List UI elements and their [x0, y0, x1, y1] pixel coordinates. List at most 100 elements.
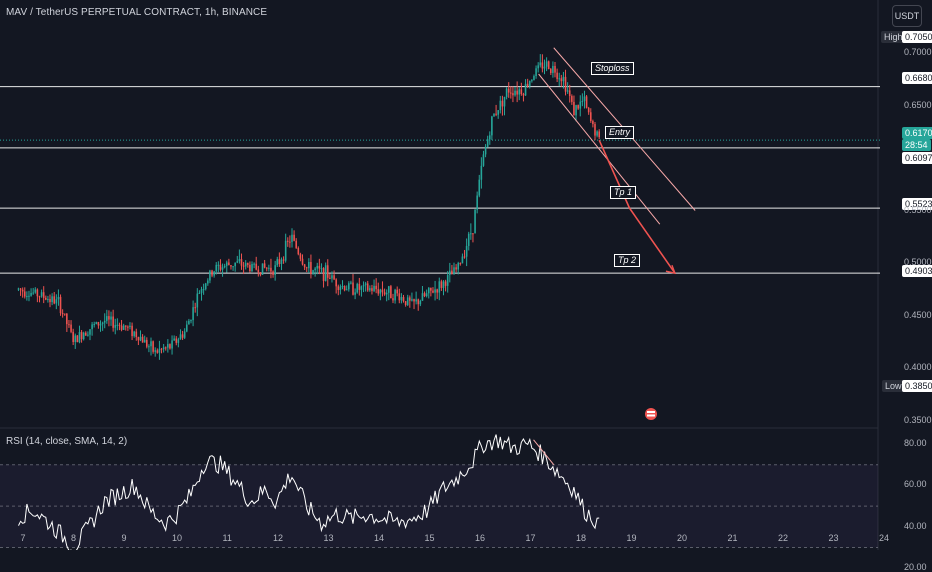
- candle-body-90: [207, 280, 209, 284]
- candle-body-42: [106, 316, 108, 321]
- candle-body-24: [68, 324, 70, 326]
- candle-body-192: [421, 293, 424, 301]
- candle-body-41: [103, 320, 106, 323]
- candle-body-221: [482, 154, 485, 166]
- candle-body-118: [265, 267, 268, 269]
- candle-body-11: [40, 292, 43, 297]
- candle-body-254: [552, 65, 554, 74]
- chart-title: MAV / TetherUS PERPETUAL CONTRACT, 1h, B…: [6, 7, 268, 18]
- candle-body-245: [533, 76, 535, 81]
- candle-body-272: [589, 112, 592, 121]
- candle-body-250: [543, 66, 546, 69]
- candle-body-132: [295, 240, 297, 248]
- candle-body-178: [392, 298, 394, 301]
- tp1-annotation[interactable]: Tp 1: [610, 186, 637, 199]
- candle-body-69: [162, 347, 165, 350]
- candle-body-265: [575, 105, 577, 116]
- candle-body-262: [568, 90, 571, 97]
- candle-body-92: [211, 270, 213, 276]
- candle-body-217: [474, 209, 476, 234]
- candle-body-62: [148, 346, 150, 348]
- candle-body-2: [21, 289, 24, 292]
- candle-body-179: [394, 289, 396, 301]
- candle-body-125: [280, 259, 283, 265]
- time-tick-14: 14: [374, 533, 385, 543]
- candle-body-209: [457, 263, 460, 270]
- candle-body-65: [154, 350, 157, 352]
- candle-body-163: [360, 286, 363, 290]
- projection-arrowhead: [665, 264, 677, 275]
- candle-body-225: [491, 116, 493, 136]
- candle-body-186: [409, 297, 411, 301]
- candle-body-4: [26, 296, 28, 298]
- candle-body-143: [318, 265, 321, 269]
- channel-lower-line: [538, 73, 661, 225]
- candle-body-199: [436, 289, 438, 293]
- candle-body-188: [413, 299, 415, 302]
- candle-body-175: [385, 292, 388, 295]
- countdown-label: 28:54: [902, 139, 931, 151]
- candle-body-35: [91, 324, 93, 330]
- candle-body-191: [419, 300, 422, 305]
- candle-body-193: [423, 293, 426, 297]
- candle-body-204: [446, 275, 449, 286]
- time-tick-17: 17: [525, 533, 536, 543]
- time-tick-24: 24: [879, 533, 890, 543]
- candle-body-73: [171, 340, 173, 349]
- candle-body-18: [55, 299, 58, 304]
- candle-body-96: [219, 264, 222, 270]
- candle-body-124: [278, 259, 281, 265]
- candle-body-159: [352, 282, 354, 295]
- candle-body-8: [34, 289, 37, 293]
- currency-selector[interactable]: USDT: [892, 5, 922, 27]
- candle-body-77: [179, 334, 182, 340]
- high-label: High: [881, 31, 906, 43]
- trading-chart[interactable]: [0, 0, 932, 550]
- candle-body-36: [93, 324, 95, 326]
- candle-body-59: [141, 336, 144, 343]
- candle-body-167: [369, 288, 371, 291]
- candle-body-177: [390, 286, 392, 299]
- time-tick-18: 18: [576, 533, 587, 543]
- candle-body-190: [417, 299, 420, 305]
- candle-body-17: [53, 296, 56, 304]
- candle-body-244: [531, 80, 533, 82]
- candle-body-149: [331, 275, 333, 279]
- candle-body-276: [598, 131, 600, 138]
- time-tick-9: 9: [121, 533, 127, 543]
- candle-body-160: [354, 292, 356, 295]
- time-tick-11: 11: [222, 533, 232, 543]
- candle-body-87: [200, 289, 203, 293]
- candle-body-173: [381, 289, 384, 293]
- candle-body-151: [335, 279, 337, 287]
- candle-body-201: [440, 281, 443, 288]
- candle-body-44: [110, 316, 112, 320]
- candle-body-25: [70, 324, 72, 332]
- candle-body-226: [493, 113, 495, 117]
- candle-body-128: [286, 240, 289, 242]
- candle-body-247: [537, 65, 539, 69]
- candle-body-109: [247, 263, 249, 265]
- candle-body-133: [297, 247, 300, 255]
- stoploss-annotation[interactable]: Stoploss: [591, 62, 634, 75]
- projection-arrow: [598, 139, 676, 274]
- candle-body-131: [293, 234, 295, 241]
- candle-body-101: [230, 265, 232, 267]
- entry-annotation[interactable]: Entry: [605, 126, 635, 139]
- candle-body-156: [345, 289, 348, 291]
- candle-body-258: [560, 78, 563, 82]
- candle-body-171: [377, 289, 380, 294]
- candle-body-106: [240, 259, 243, 266]
- candle-body-80: [185, 324, 188, 332]
- candle-body-252: [547, 61, 550, 70]
- candle-body-7: [32, 292, 34, 294]
- candle-body-234: [510, 92, 512, 94]
- candle-body-180: [396, 289, 398, 294]
- candle-body-267: [579, 101, 582, 109]
- candle-body-164: [362, 285, 365, 287]
- candle-body-45: [112, 316, 114, 328]
- candle-body-67: [158, 348, 161, 353]
- candle-body-268: [581, 101, 584, 103]
- tp2-annotation[interactable]: Tp 2: [614, 254, 641, 267]
- price-tick-4: 0.4500: [904, 309, 932, 320]
